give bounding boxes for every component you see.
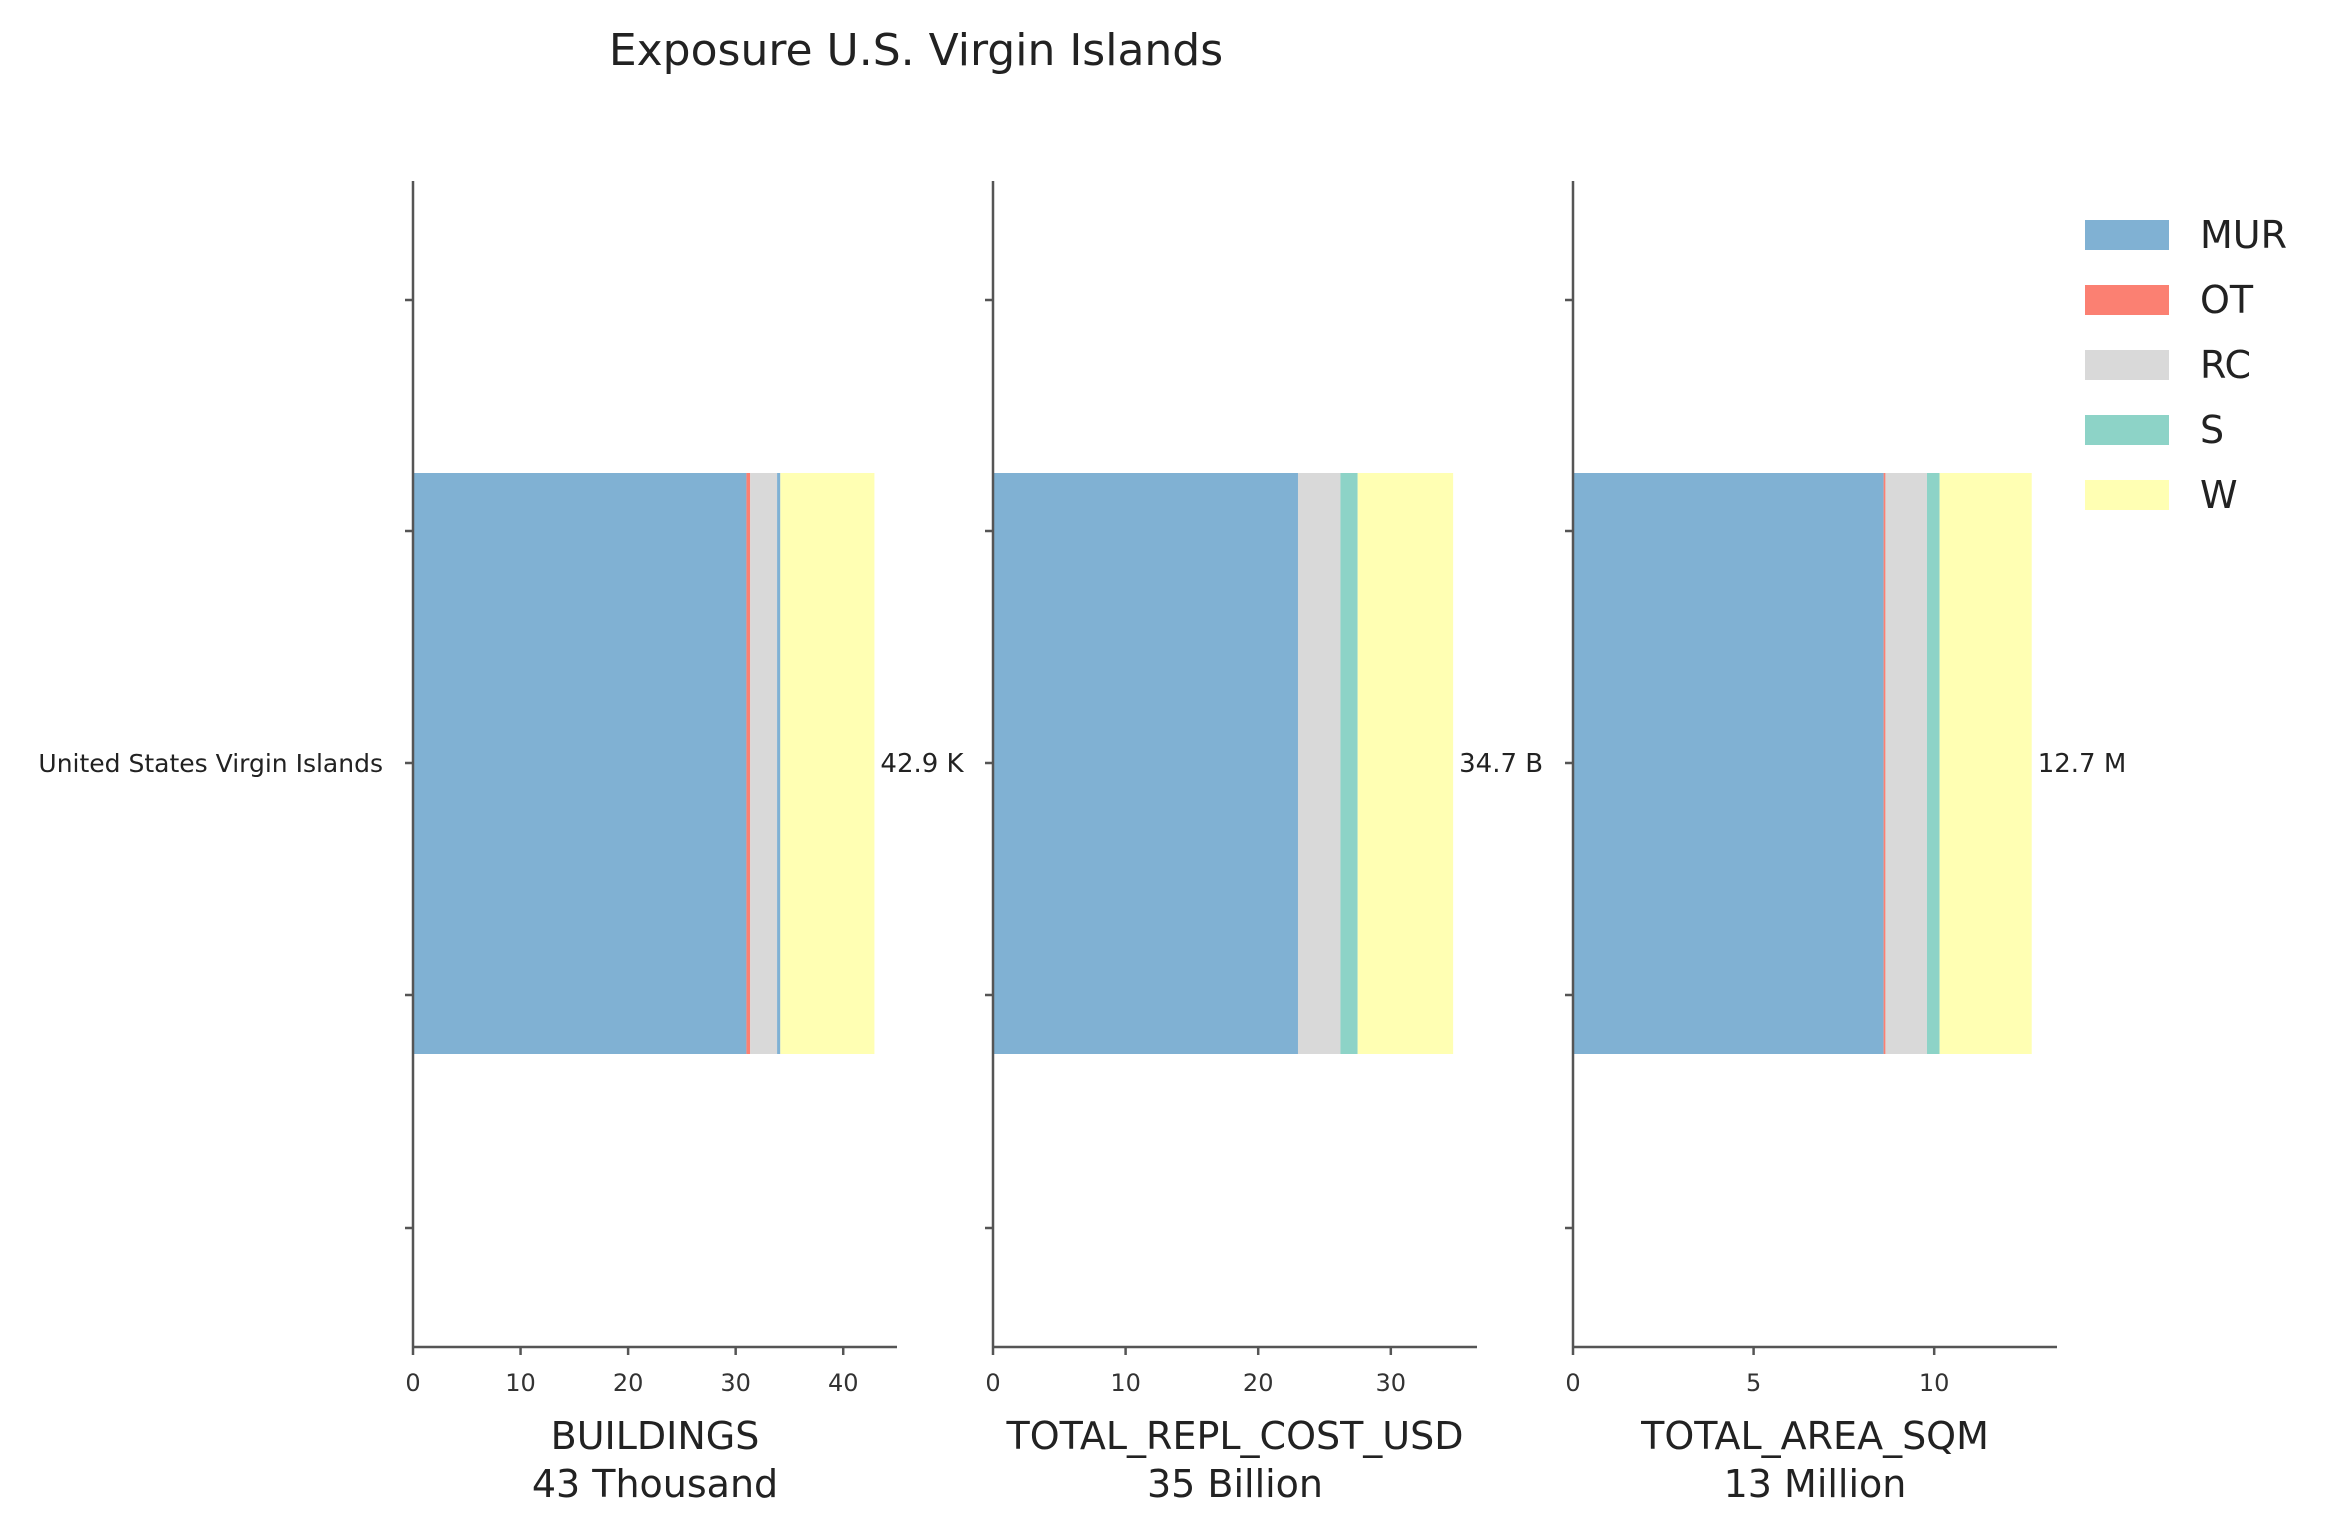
bar-segment-ot (746, 473, 751, 1054)
x-axis-label: TOTAL_REPL_COST_USD (1005, 1414, 1463, 1458)
bar-segment-s (1926, 473, 1940, 1054)
x-tick-label: 20 (1243, 1369, 1274, 1397)
x-tick-label: 10 (1919, 1369, 1950, 1397)
legend-label: MUR (2200, 213, 2287, 257)
x-tick-label: 10 (505, 1369, 536, 1397)
panel-1: 42.9 K United States Virgin Islands 0 10 20 3… (38, 181, 965, 1506)
legend-item-ot: OT (2085, 278, 2254, 322)
x-tick-label: 40 (828, 1369, 859, 1397)
bar-segment-rc (750, 473, 778, 1054)
x-axis-sublabel: 43 Thousand (532, 1462, 778, 1506)
bar-segment-ot (1883, 473, 1886, 1054)
x-tick-label: 30 (1376, 1369, 1407, 1397)
x-tick-label: 0 (985, 1369, 1000, 1397)
x-tick-label: 30 (720, 1369, 751, 1397)
x-axis-sublabel: 35 Billion (1147, 1462, 1323, 1506)
total-label: 42.9 K (880, 749, 964, 779)
legend-item-rc: RC (2085, 343, 2251, 387)
legend-label: RC (2200, 343, 2251, 387)
legend-item-s: S (2085, 408, 2224, 452)
x-tick-label: 0 (1565, 1369, 1580, 1397)
bar-segment-mur (413, 473, 747, 1054)
bar-segment-rc (1885, 473, 1927, 1054)
legend-swatch (2085, 285, 2169, 315)
x-tick-label: 10 (1110, 1369, 1141, 1397)
x-axis-label: BUILDINGS (551, 1414, 760, 1458)
legend-item-w: W (2085, 473, 2238, 517)
bar-segment-mur (1573, 473, 1884, 1054)
bar-segment-w (780, 473, 875, 1054)
total-label: 34.7 B (1459, 749, 1543, 779)
x-tick-label: 20 (613, 1369, 644, 1397)
chart-title: Exposure U.S. Virgin Islands (609, 25, 1223, 76)
legend-swatch (2085, 480, 2169, 510)
legend-swatch (2085, 220, 2169, 250)
legend: MUR OT RC SW (2085, 213, 2287, 517)
x-tick-label: 5 (1746, 1369, 1761, 1397)
x-axis-sublabel: 13 Million (1724, 1462, 1907, 1506)
category-label: United States Virgin Islands (38, 749, 383, 778)
bar-segment-mur (993, 473, 1298, 1054)
total-label: 12.7 M (2038, 749, 2127, 779)
bar-segment-s (1340, 473, 1358, 1054)
bar-segment-w (1939, 473, 2032, 1054)
bar-segment-mur (777, 473, 781, 1054)
legend-label: S (2200, 408, 2224, 452)
legend-swatch (2085, 415, 2169, 445)
bar-segment-w (1357, 473, 1454, 1054)
x-tick-label: 0 (405, 1369, 420, 1397)
x-axis-label: TOTAL_AREA_SQM (1640, 1414, 1989, 1458)
legend-label: OT (2200, 278, 2254, 322)
legend-swatch (2085, 350, 2169, 380)
bar-segment-rc (1297, 473, 1341, 1054)
legend-label: W (2200, 473, 2238, 517)
legend-item-mur: MUR (2085, 213, 2287, 257)
